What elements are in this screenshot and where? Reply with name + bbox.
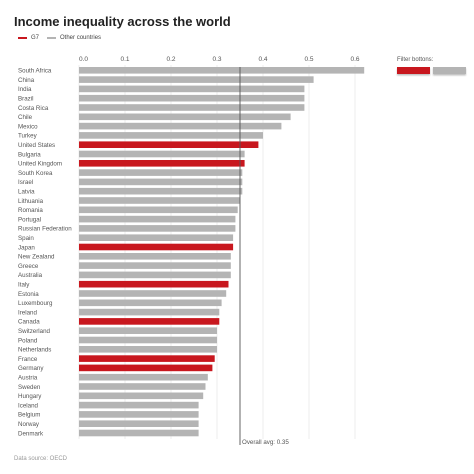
- bar-other: [79, 215, 236, 223]
- bar-other: [79, 373, 208, 381]
- bar-other: [79, 290, 227, 297]
- x-tick-label: 0.5: [304, 56, 313, 63]
- category-label: Netherlands: [18, 347, 51, 354]
- bar-other: [79, 76, 314, 83]
- bar-other: [79, 187, 243, 195]
- bar-other: [79, 411, 199, 418]
- bar-other: [79, 178, 243, 186]
- bar-other: [79, 104, 305, 111]
- bar-other: [79, 85, 305, 93]
- category-label: Australia: [18, 272, 43, 279]
- bar-g7: [79, 318, 220, 325]
- bar-other: [79, 150, 245, 158]
- bar-other: [79, 234, 234, 241]
- bar-other: [79, 169, 243, 176]
- bar-other: [79, 206, 238, 214]
- category-label: Russian Federation: [18, 226, 72, 233]
- category-label: Norway: [18, 421, 40, 428]
- category-label: France: [18, 356, 38, 363]
- legend-swatch-other: [47, 37, 57, 39]
- category-label: Belgium: [18, 412, 40, 419]
- x-tick-label: 0.3: [212, 56, 221, 63]
- category-label: Mexico: [18, 123, 38, 130]
- category-label: Switzerland: [18, 328, 51, 335]
- category-label: Greece: [18, 263, 39, 270]
- category-label: Austria: [18, 375, 38, 382]
- category-label: Brazil: [18, 96, 33, 103]
- category-label: Lithuania: [18, 198, 44, 205]
- x-tick-label: 0.2: [166, 56, 175, 63]
- category-label: Germany: [18, 365, 44, 372]
- category-label: India: [18, 86, 32, 93]
- x-tick-label: 0.6: [350, 56, 359, 63]
- bar-g7: [79, 280, 229, 288]
- x-tick-label: 0.0: [79, 56, 88, 63]
- category-label: China: [18, 77, 35, 84]
- bar-other: [79, 253, 231, 260]
- bar-other: [79, 401, 199, 409]
- bar-g7: [79, 141, 259, 148]
- filter-g7-button[interactable]: [397, 67, 430, 74]
- bar-g7: [79, 355, 215, 362]
- bar-other: [79, 327, 217, 334]
- category-label: Japan: [18, 244, 35, 251]
- category-label: Iceland: [18, 402, 39, 409]
- bar-g7: [79, 160, 245, 167]
- category-label: Turkey: [18, 133, 38, 140]
- bar-other: [79, 299, 222, 307]
- category-label: Chile: [18, 114, 33, 121]
- category-label: Portugal: [18, 216, 41, 223]
- category-label: Israel: [18, 179, 33, 186]
- filter-other-button[interactable]: [433, 67, 466, 74]
- category-label: Spain: [18, 235, 34, 242]
- bar-other: [79, 336, 217, 344]
- legend: G7 Other countries: [18, 35, 101, 41]
- x-tick-label: 0.4: [258, 56, 267, 63]
- bar-other: [79, 262, 231, 269]
- bar-other: [79, 197, 240, 204]
- category-label: Italy: [18, 282, 30, 289]
- category-label: South Korea: [18, 170, 53, 177]
- category-label: United States: [18, 142, 55, 149]
- bar-other: [79, 392, 204, 400]
- bar-other: [79, 346, 217, 353]
- category-label: Estonia: [18, 291, 39, 298]
- category-label: Costa Rica: [18, 105, 49, 112]
- bar-other: [79, 225, 236, 232]
- category-label: Bulgaria: [18, 151, 41, 158]
- bar-other: [79, 308, 220, 316]
- category-label: Romania: [18, 207, 43, 214]
- category-label: Sweden: [18, 384, 41, 391]
- category-label: Latvia: [18, 189, 35, 196]
- bar-other: [79, 420, 199, 427]
- category-label: South Africa: [18, 68, 52, 75]
- legend-label-g7: G7: [31, 35, 40, 41]
- bar-g7: [79, 364, 213, 372]
- category-label: Canada: [18, 319, 40, 326]
- x-tick-label: 0.1: [120, 56, 129, 63]
- bar-other: [79, 113, 291, 121]
- legend-swatch-g7: [18, 37, 27, 39]
- average-label: Overall avg: 0.35: [242, 439, 289, 446]
- category-label: Poland: [18, 337, 38, 344]
- filter-label: Filter bottons:: [397, 57, 434, 63]
- bar-other: [79, 271, 231, 279]
- bar-other: [79, 67, 365, 74]
- category-label: Luxembourg: [18, 300, 53, 307]
- chart-title: Income inequality across the world: [14, 14, 231, 29]
- bar-other: [79, 122, 282, 130]
- legend-label-other: Other countries: [60, 35, 102, 41]
- category-label: New Zealand: [18, 254, 55, 261]
- bar-other: [79, 132, 263, 139]
- category-label: Denmark: [18, 430, 44, 437]
- data-source: Data source: OECD: [14, 456, 68, 462]
- category-label: Ireland: [18, 309, 37, 316]
- bar-other: [79, 429, 199, 437]
- category-label: United Kingdom: [18, 161, 62, 168]
- bar-other: [79, 383, 206, 390]
- category-label: Hungary: [18, 393, 42, 400]
- bar-g7: [79, 243, 234, 251]
- bar-other: [79, 94, 305, 102]
